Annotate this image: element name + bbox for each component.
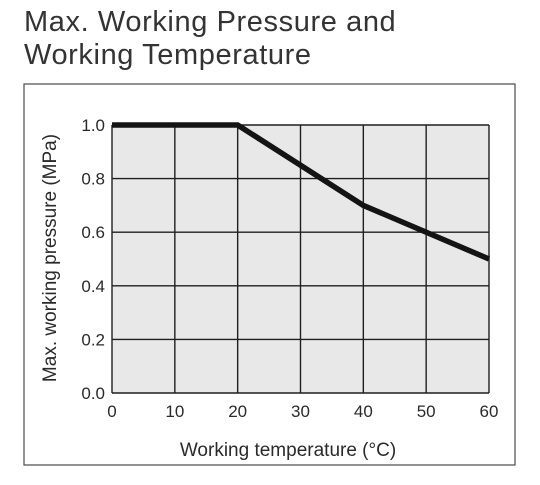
x-tick-label: 50 [417, 402, 436, 421]
y-tick-label: 0.6 [81, 223, 105, 242]
y-tick-label: 0.0 [81, 384, 105, 403]
x-tick-label: 40 [354, 402, 373, 421]
grid-lines [111, 124, 490, 394]
y-axis-label: Max. working pressure (MPa) [40, 134, 61, 382]
x-axis-ticks: 0 10 20 30 40 50 60 [107, 402, 498, 421]
y-tick-label: 0.8 [81, 170, 105, 189]
x-tick-label: 20 [228, 402, 247, 421]
x-tick-label: 10 [165, 402, 184, 421]
y-axis-ticks: 0.0 0.2 0.4 0.6 0.8 1.0 [81, 116, 105, 403]
x-axis-label: Working temperature (°C) [180, 440, 396, 461]
x-tick-label: 60 [480, 402, 499, 421]
x-tick-label: 30 [291, 402, 310, 421]
chart-title-line-1: Max. Working Pressure and [24, 6, 397, 38]
y-tick-label: 1.0 [81, 116, 105, 135]
y-tick-label: 0.4 [81, 277, 105, 296]
series-group [112, 122, 491, 262]
series-line [112, 122, 491, 262]
x-tick-label: 0 [107, 402, 116, 421]
chart-title-line-2: Working Temperature [24, 39, 312, 71]
chart-title: Max. Working Pressure and Working Temper… [24, 6, 396, 72]
y-tick-label: 0.2 [81, 330, 105, 349]
